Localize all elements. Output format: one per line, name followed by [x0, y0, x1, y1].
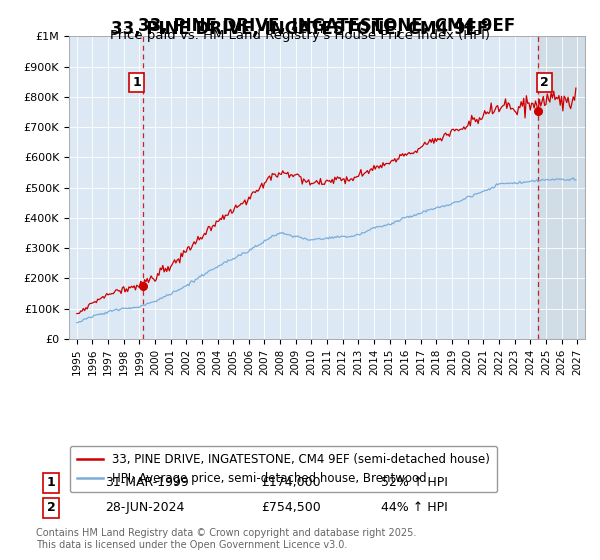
Text: 2: 2 — [47, 501, 55, 515]
Text: 33, PINE DRIVE, INGATESTONE, CM4 9EF: 33, PINE DRIVE, INGATESTONE, CM4 9EF — [112, 20, 488, 38]
Text: £754,500: £754,500 — [261, 501, 321, 515]
Text: 44% ↑ HPI: 44% ↑ HPI — [381, 501, 448, 515]
Text: 2: 2 — [541, 76, 549, 88]
Text: Contains HM Land Registry data © Crown copyright and database right 2025.
This d: Contains HM Land Registry data © Crown c… — [36, 528, 416, 550]
Text: 31-MAR-1999: 31-MAR-1999 — [105, 476, 189, 489]
Legend: 33, PINE DRIVE, INGATESTONE, CM4 9EF (semi-detached house), HPI: Average price, : 33, PINE DRIVE, INGATESTONE, CM4 9EF (se… — [70, 446, 497, 492]
Text: 52% ↑ HPI: 52% ↑ HPI — [381, 476, 448, 489]
Bar — [538, 36, 585, 339]
Text: 1: 1 — [132, 76, 141, 88]
Text: Price paid vs. HM Land Registry's House Price Index (HPI): Price paid vs. HM Land Registry's House … — [110, 29, 490, 42]
Title: 33, PINE DRIVE, INGATESTONE, CM4 9EF: 33, PINE DRIVE, INGATESTONE, CM4 9EF — [139, 17, 515, 35]
Text: 28-JUN-2024: 28-JUN-2024 — [105, 501, 184, 515]
Text: 1: 1 — [47, 476, 55, 489]
Text: £174,000: £174,000 — [261, 476, 320, 489]
